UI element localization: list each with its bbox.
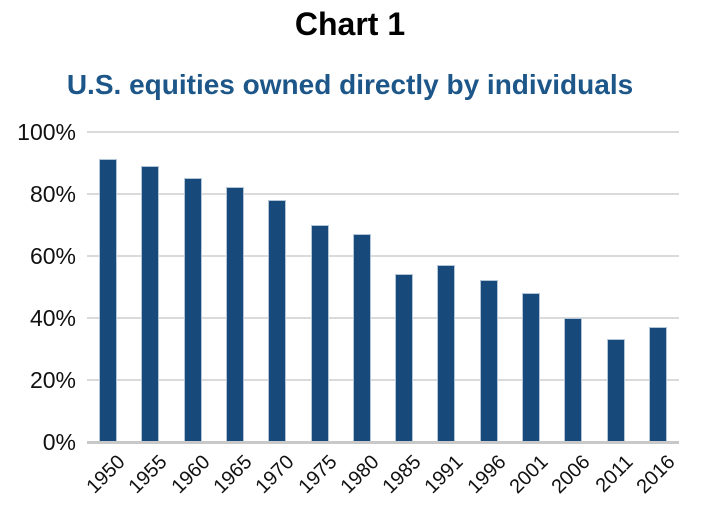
bar-2016 — [648, 326, 667, 443]
y-tick-label: 20% — [29, 366, 76, 393]
bar-1955 — [141, 165, 160, 443]
y-tick-label: 100% — [17, 118, 76, 145]
chart-title: Chart 1 — [294, 6, 406, 42]
bar-2006 — [564, 317, 583, 443]
bar-1950 — [99, 159, 118, 443]
gridline — [87, 130, 679, 133]
bar-1965 — [226, 187, 244, 443]
chart-subtitle: U.S. equities owned directly by individu… — [66, 69, 634, 100]
bar-1996 — [479, 280, 498, 443]
bar-1970 — [268, 199, 287, 443]
y-tick-label: 40% — [29, 304, 76, 331]
bar-1960 — [183, 178, 202, 443]
gridline — [87, 378, 679, 381]
y-tick-label: 0% — [42, 428, 76, 455]
y-tick-label: 80% — [29, 180, 76, 207]
x-axis-line — [87, 440, 679, 444]
bar-2001 — [522, 292, 540, 443]
bar-2011 — [606, 339, 625, 443]
gridline — [87, 192, 679, 195]
y-tick-label: 60% — [29, 242, 76, 269]
bar-1980 — [352, 233, 371, 443]
bar-1985 — [395, 274, 414, 443]
gridline — [87, 316, 679, 319]
gridline — [87, 254, 679, 257]
bar-1975 — [310, 224, 329, 443]
bar-1991 — [437, 264, 456, 443]
